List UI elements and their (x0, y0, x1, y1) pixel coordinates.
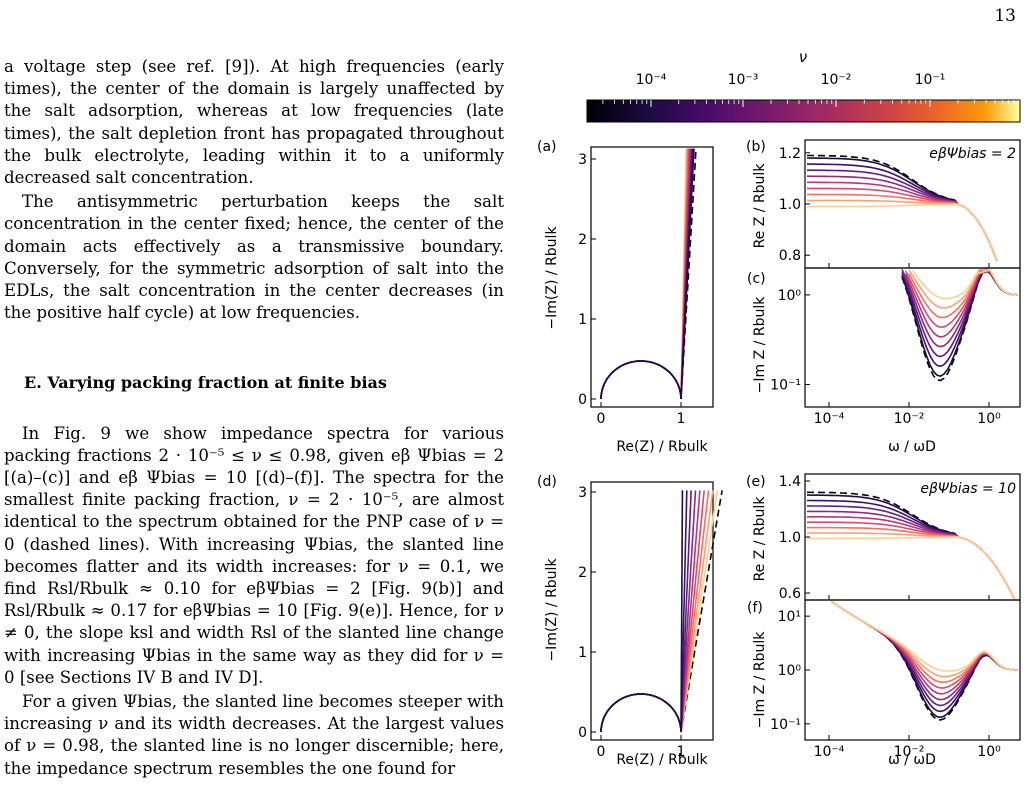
series-line (807, 187, 998, 262)
y-tick-label: 0.6 (779, 586, 801, 602)
y-tick-label: 10⁻¹ (770, 717, 801, 733)
series-line (831, 601, 1019, 707)
ylabel-f: −Im Z / Rbulk (752, 631, 768, 729)
series-line (831, 601, 1019, 695)
xlabel-c: ω / ωD (888, 439, 936, 455)
x-tick-label: 1 (677, 411, 686, 427)
y-tick-label: 1.0 (779, 530, 801, 546)
colorbar (586, 99, 1021, 123)
series-line (600, 490, 718, 733)
series-line (807, 163, 998, 262)
axes-frame (590, 481, 714, 741)
y-tick-label: 10⁰ (778, 663, 802, 679)
panel-a: 0 1 2 3 0 1 (578, 146, 714, 427)
x-tick-label: 10⁰ (977, 744, 1001, 760)
series-line (831, 601, 1019, 672)
x-tick-label: 0 (597, 411, 606, 427)
panel-label-c: (c) (747, 271, 766, 287)
ylabel-c: −Im Z / Rbulk (752, 296, 768, 394)
y-tick-label: 1.4 (779, 474, 801, 490)
panel-b: 0.8 1.0 1.2 (779, 139, 1021, 269)
ylabel-d: −Im(Z) / Rbulk (544, 558, 560, 662)
colorbar-tick: 10⁻⁴ (636, 72, 667, 88)
series-line (831, 601, 1019, 684)
y-tick-label: 0 (578, 392, 587, 408)
series-line (600, 148, 695, 400)
colorbar-ticks: 10⁻⁴ 10⁻³ 10⁻² 10⁻¹ (636, 72, 946, 88)
series-line-pnp (807, 491, 1016, 600)
series-line (831, 601, 1019, 701)
panel-label-a: (a) (537, 139, 557, 155)
series-line (831, 601, 1019, 678)
colorbar-label: ν (799, 48, 807, 66)
series-line (806, 510, 1016, 600)
series-line (807, 505, 1016, 600)
y-tick-label: 0 (578, 725, 587, 741)
y-tick-label: 1.2 (779, 146, 801, 162)
panel-d: 0 1 2 3 0 1 (578, 481, 723, 760)
text-column: a voltage step (see ref. [9]). At high f… (4, 56, 504, 780)
series-line (807, 169, 998, 262)
bias-label-top: eβΨbias = 2 (929, 146, 1016, 162)
panel-label-d: (d) (537, 474, 557, 490)
y-tick-label: 1.0 (779, 197, 801, 213)
y-tick-label: 2 (578, 565, 587, 581)
series-line (600, 490, 692, 733)
y-tick-label: 3 (578, 485, 587, 501)
x-tick-label: 10⁻⁴ (814, 744, 845, 760)
series-line (807, 494, 1016, 600)
series-line (911, 268, 1019, 300)
y-tick-label: 1 (578, 645, 587, 661)
colorbar-tick: 10⁻¹ (915, 72, 946, 88)
axes-frame (590, 146, 714, 408)
ylabel-b: Re Z / Rbulk (752, 163, 768, 249)
panel-label-e: (e) (746, 474, 766, 490)
paragraph-3: In Fig. 9 we show impedance spectra for … (4, 423, 504, 687)
colorbar-tick: 10⁻³ (728, 72, 759, 88)
xlabel-a: Re(Z) / Rbulk (616, 439, 708, 455)
y-tick-label: 10⁰ (778, 288, 802, 304)
panel-label-f: (f) (747, 600, 763, 616)
x-tick-label: 10⁻² (894, 744, 925, 760)
y-tick-label: 3 (578, 152, 587, 168)
y-tick-label: 0.8 (779, 248, 801, 264)
series-line (807, 536, 1016, 600)
xlabel-d: Re(Z) / Rbulk (616, 752, 708, 768)
colorbar-minor-ticks (602, 100, 1020, 107)
panel-label-b: (b) (746, 139, 766, 155)
series-line (600, 490, 688, 733)
series-line (831, 601, 1019, 689)
bias-label-bottom: eβΨbias = 10 (920, 481, 1016, 497)
y-tick-label: 2 (578, 232, 587, 248)
axes-frame (804, 267, 1021, 408)
section-heading: E. Varying packing fraction at finite bi… (24, 373, 387, 393)
xlabel-f: ω / ωD (888, 752, 936, 768)
x-tick-label: 1 (677, 744, 686, 760)
panel-c: 10⁻¹ 10⁰ 10⁻⁴ 10⁻² 10⁰ (770, 267, 1021, 427)
ylabel-e: Re Z / Rbulk (752, 496, 768, 582)
page-number: 13 (994, 6, 1016, 26)
series-line (807, 203, 998, 262)
x-tick-label: 10⁻⁴ (814, 411, 845, 427)
paragraph-2: The antisymmetric perturbation keeps the… (4, 192, 504, 323)
ylabel-a: −Im(Z) / Rbulk (544, 226, 560, 330)
panel-e: 0.6 1.0 1.4 (779, 473, 1021, 602)
x-tick-label: 0 (597, 744, 606, 760)
y-tick-label: 10⁻¹ (770, 378, 801, 394)
series-line (600, 490, 714, 733)
y-tick-label: 1 (578, 312, 587, 328)
figure-9: ν 10⁻⁴ 10⁻³ 10⁻² 10⁻¹ (a) 0 1 2 3 0 1 (b) 0.8… (537, 48, 1021, 768)
series-line (807, 532, 1016, 600)
series-line (807, 193, 998, 262)
series-line (600, 490, 684, 733)
x-tick-label: 10⁻² (894, 411, 925, 427)
y-tick-label: 10¹ (778, 609, 801, 625)
paragraph-1: a voltage step (see ref. [9]). At high f… (4, 57, 504, 188)
colorbar-tick: 10⁻² (821, 72, 852, 88)
paragraph-4: For a given Ψbias, the slanted line beco… (4, 692, 504, 778)
x-tick-label: 10⁰ (977, 411, 1001, 427)
panel-f: 10⁻¹ 10⁰ 10¹ 10⁻⁴ 10⁻² 10⁰ (770, 599, 1021, 760)
